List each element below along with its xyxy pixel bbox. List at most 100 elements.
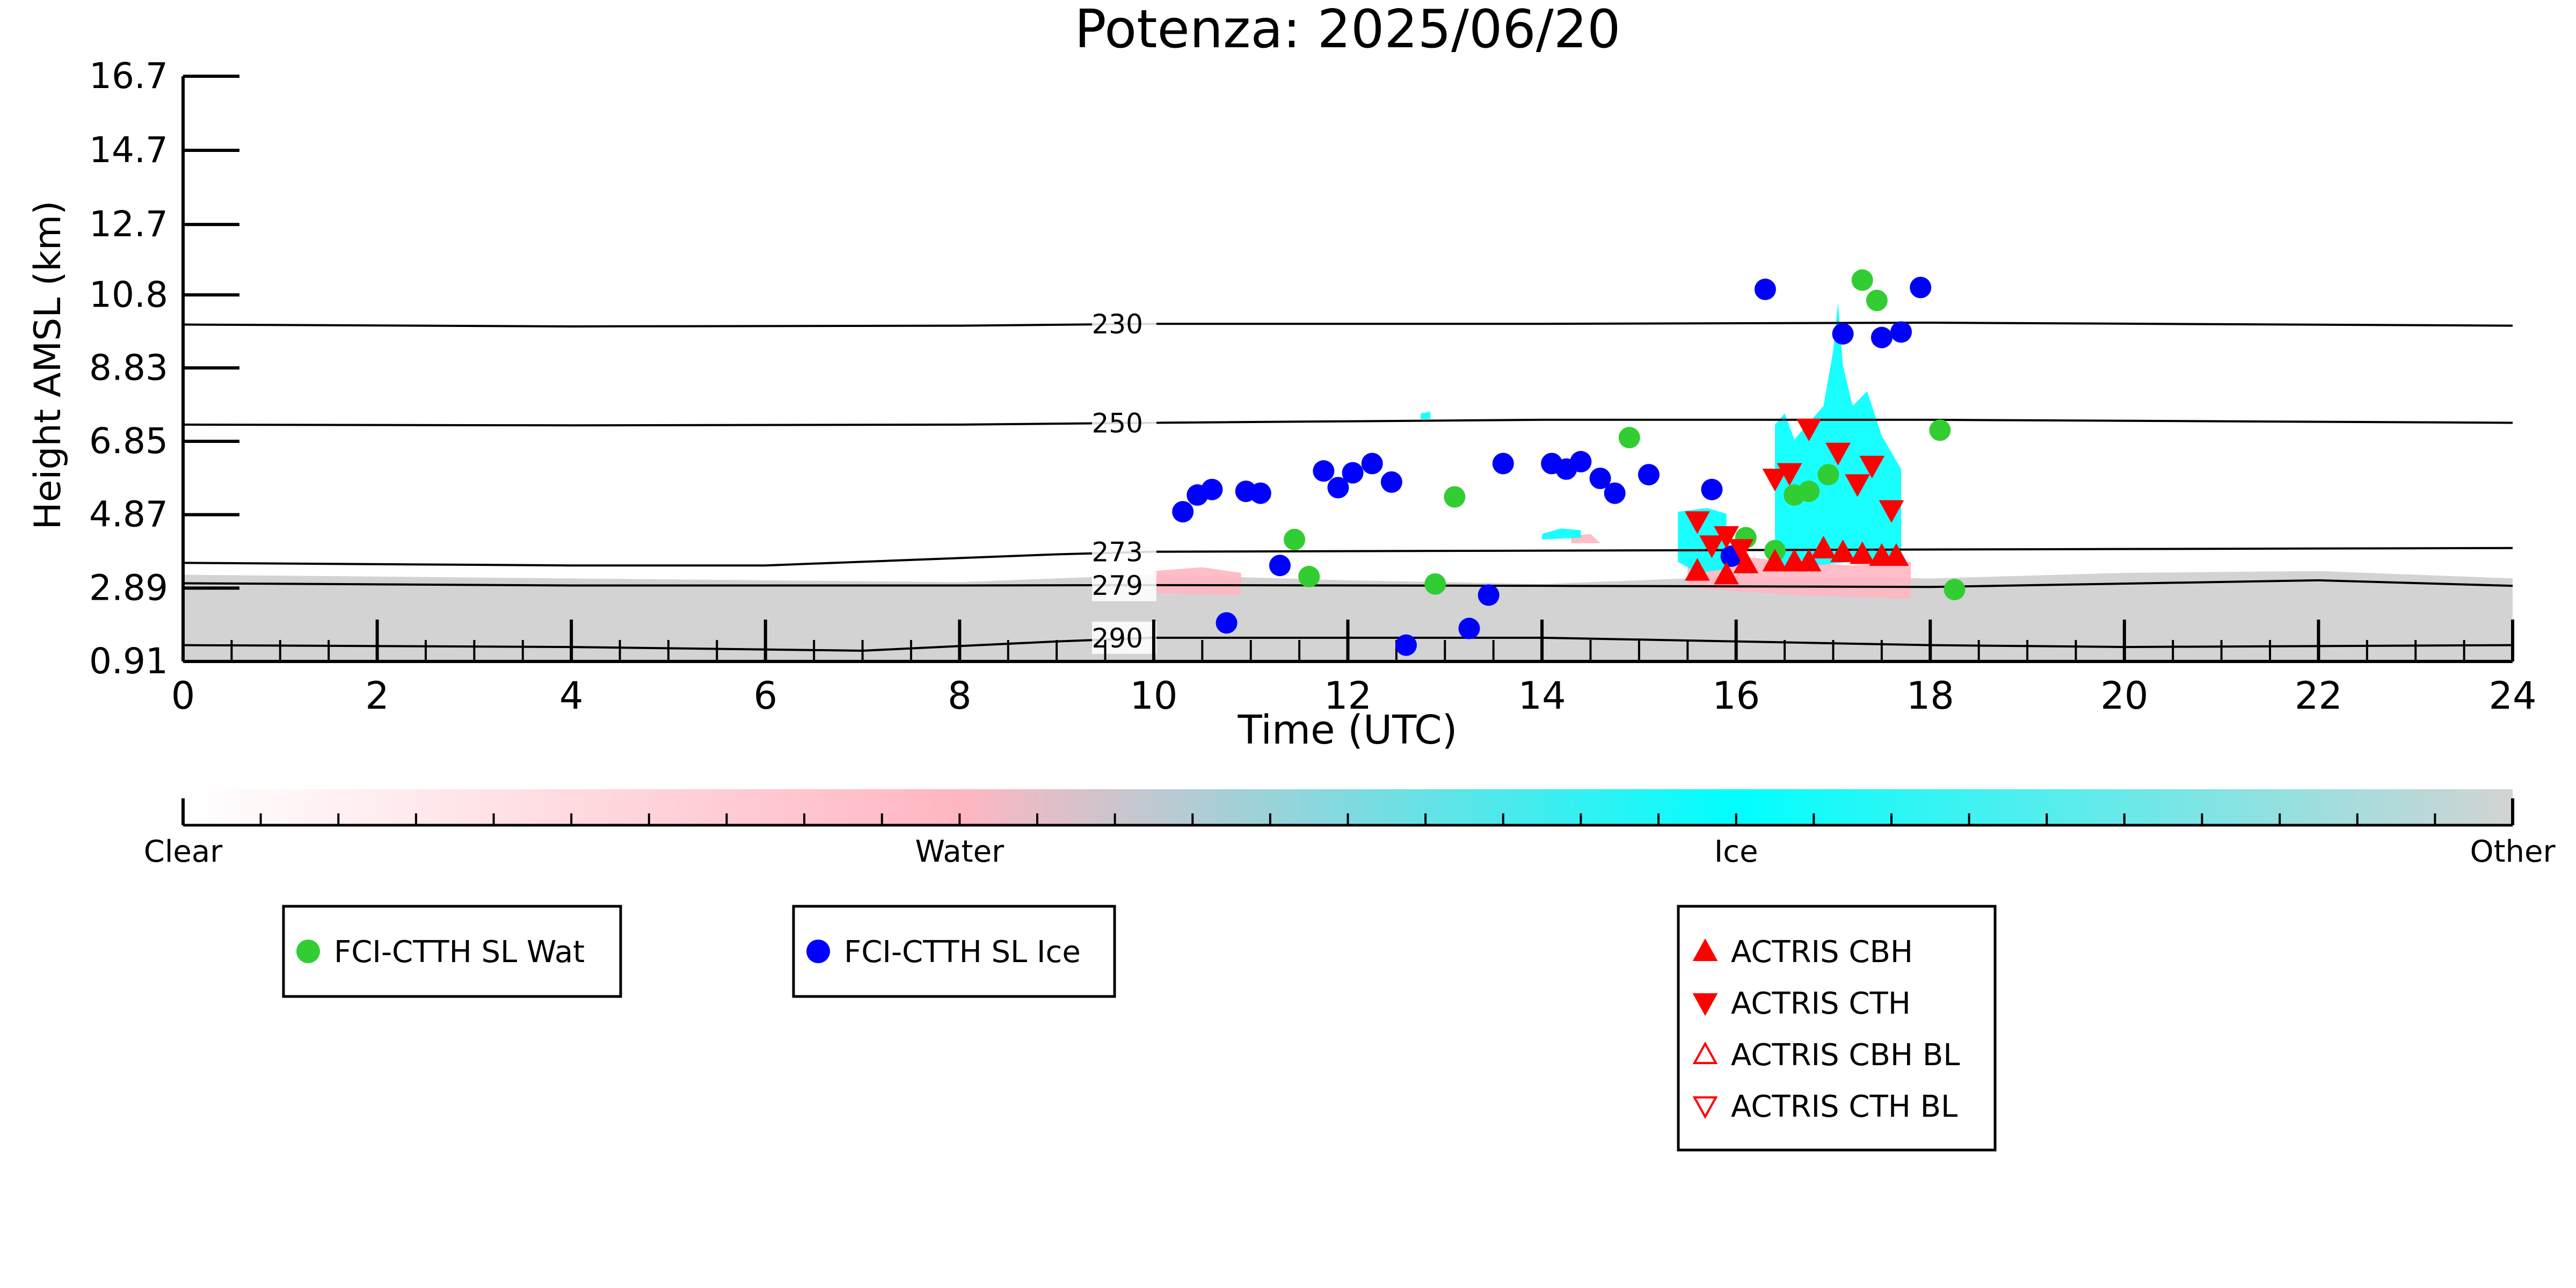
x-tick-label: 8 — [948, 674, 972, 718]
point-actris-cbh — [1796, 549, 1822, 572]
point-fci-ctth-sl-ice — [1342, 462, 1364, 484]
y-tick-label: 6.85 — [89, 420, 168, 462]
water-return — [1153, 567, 1241, 595]
point-fci-ctth-sl-wat — [1424, 573, 1446, 595]
y-tick-label: 4.87 — [89, 494, 168, 535]
isotherm-label-bg — [1091, 535, 1156, 568]
point-actris-cbh — [1850, 541, 1875, 564]
legend-label: FCI-CTTH SL Wat — [334, 935, 585, 970]
point-fci-ctth-sl-wat — [1944, 579, 1966, 601]
legend-marker — [1692, 1041, 1718, 1064]
point-actris-cbh — [1762, 549, 1788, 572]
y-tick-label: 16.7 — [89, 55, 168, 97]
point-actris-cth — [1714, 526, 1739, 549]
point-fci-ctth-sl-ice — [1570, 450, 1592, 472]
point-fci-ctth-sl-ice — [1832, 323, 1854, 345]
point-fci-ctth-sl-ice — [1313, 460, 1335, 482]
point-actris-cth — [1859, 455, 1885, 478]
point-fci-ctth-sl-ice — [1910, 276, 1932, 299]
isotherm-label-273: 273 — [1091, 537, 1143, 568]
point-fci-ctth-sl-ice — [1458, 617, 1480, 639]
legend-label: ACTRIS CTH BL — [1731, 1089, 1958, 1124]
legend-label: ACTRIS CBH — [1731, 935, 1913, 970]
point-actris-cth — [1762, 468, 1788, 492]
isotherm-line-273 — [183, 547, 2513, 567]
point-actris-cbh — [1684, 558, 1710, 581]
x-tick-label: 4 — [559, 674, 584, 718]
point-actris-cbh — [1810, 536, 1836, 559]
y-tick-label: 2.89 — [89, 567, 168, 608]
point-fci-ctth-sl-wat — [1817, 464, 1839, 486]
isotherm-label-230: 230 — [1091, 309, 1143, 340]
legend-marker — [296, 940, 320, 963]
point-fci-ctth-sl-ice — [1478, 584, 1500, 606]
point-actris-cth — [1684, 511, 1710, 534]
colorbar-label: Other — [2470, 834, 2556, 869]
legend-label: FCI-CTTH SL Ice — [844, 935, 1081, 970]
colorbar-label: Clear — [144, 834, 223, 869]
isotherm-line-279 — [183, 579, 2513, 588]
point-fci-ctth-sl-ice — [1201, 478, 1223, 500]
isotherm-label-279: 279 — [1091, 570, 1143, 601]
x-tick-label: 18 — [1906, 674, 1954, 718]
point-actris-cbh — [1714, 562, 1739, 585]
point-fci-ctth-sl-ice — [1269, 555, 1291, 577]
x-tick-label: 10 — [1130, 674, 1177, 718]
legend-marker — [1692, 993, 1718, 1016]
point-actris-cth — [1879, 500, 1904, 523]
point-fci-ctth-sl-ice — [1871, 326, 1893, 348]
legend-marker — [806, 940, 830, 963]
isotherm-label-bg — [1091, 621, 1156, 654]
point-actris-cth — [1825, 442, 1851, 465]
isotherm-label-bg — [1091, 569, 1156, 601]
isotherm-label-bg — [1091, 406, 1156, 439]
colorbar-label: Ice — [1714, 834, 1758, 869]
point-fci-ctth-sl-ice — [1327, 477, 1349, 499]
legend-fci-ice: FCI-CTTH SL Ice — [792, 905, 1116, 998]
point-fci-ctth-sl-ice — [1172, 501, 1194, 523]
point-fci-ctth-sl-ice — [1604, 482, 1626, 504]
legend-label: ACTRIS CBH BL — [1731, 1038, 1960, 1073]
point-fci-ctth-sl-ice — [1754, 278, 1776, 300]
isotherm-line-250 — [183, 418, 2513, 427]
x-axis-label: Time (UTC) — [1237, 707, 1457, 753]
y-axis-label: Height AMSL (km) — [27, 201, 69, 530]
point-fci-ctth-sl-wat — [1866, 289, 1888, 311]
point-fci-ctth-sl-ice — [1249, 482, 1271, 504]
point-fci-ctth-sl-ice — [1638, 464, 1660, 486]
legend-marker — [1692, 938, 1718, 961]
point-actris-cbh — [1733, 550, 1759, 573]
legend-actris: ACTRIS CBH ACTRIS CTH ACTRIS CBH BL ACTRIS … — [1677, 905, 1997, 1152]
legend-box — [792, 905, 1116, 998]
legend-box — [1677, 905, 1997, 1152]
point-fci-ctth-sl-ice — [1395, 634, 1417, 656]
point-fci-ctth-sl-ice — [1380, 471, 1402, 493]
y-tick-label: 10.8 — [89, 274, 168, 315]
isotherm-line-230 — [183, 322, 2513, 328]
y-tick-label: 14.7 — [89, 129, 168, 171]
isotherm-label-bg — [1091, 308, 1156, 340]
point-fci-ctth-sl-ice — [1492, 453, 1514, 475]
legend-label: ACTRIS CTH — [1731, 986, 1911, 1021]
chart-title: Potenza: 2025/06/20 — [1075, 0, 1621, 60]
legend-box — [282, 905, 622, 998]
x-tick-label: 2 — [365, 674, 389, 718]
isotherm-label-290: 290 — [1091, 623, 1143, 654]
point-actris-cbh — [1830, 539, 1855, 563]
point-fci-ctth-sl-wat — [1929, 419, 1951, 441]
point-fci-ctth-sl-wat — [1298, 565, 1320, 587]
point-actris-cth — [1777, 463, 1802, 486]
y-tick-label: 0.91 — [89, 641, 168, 682]
isotherm-label-250: 250 — [1091, 407, 1143, 439]
x-tick-label: 0 — [171, 674, 195, 718]
x-tick-label: 16 — [1712, 674, 1760, 718]
point-actris-cth — [1796, 418, 1822, 441]
point-fci-ctth-sl-wat — [1798, 481, 1820, 503]
point-fci-ctth-sl-ice — [1589, 467, 1611, 489]
point-actris-cth — [1699, 535, 1724, 558]
point-fci-ctth-sl-wat — [1444, 486, 1466, 508]
ice-return — [1421, 411, 1431, 419]
x-tick-label: 20 — [2100, 674, 2148, 718]
point-fci-ctth-sl-ice — [1361, 453, 1383, 475]
ice-return — [1542, 528, 1581, 540]
